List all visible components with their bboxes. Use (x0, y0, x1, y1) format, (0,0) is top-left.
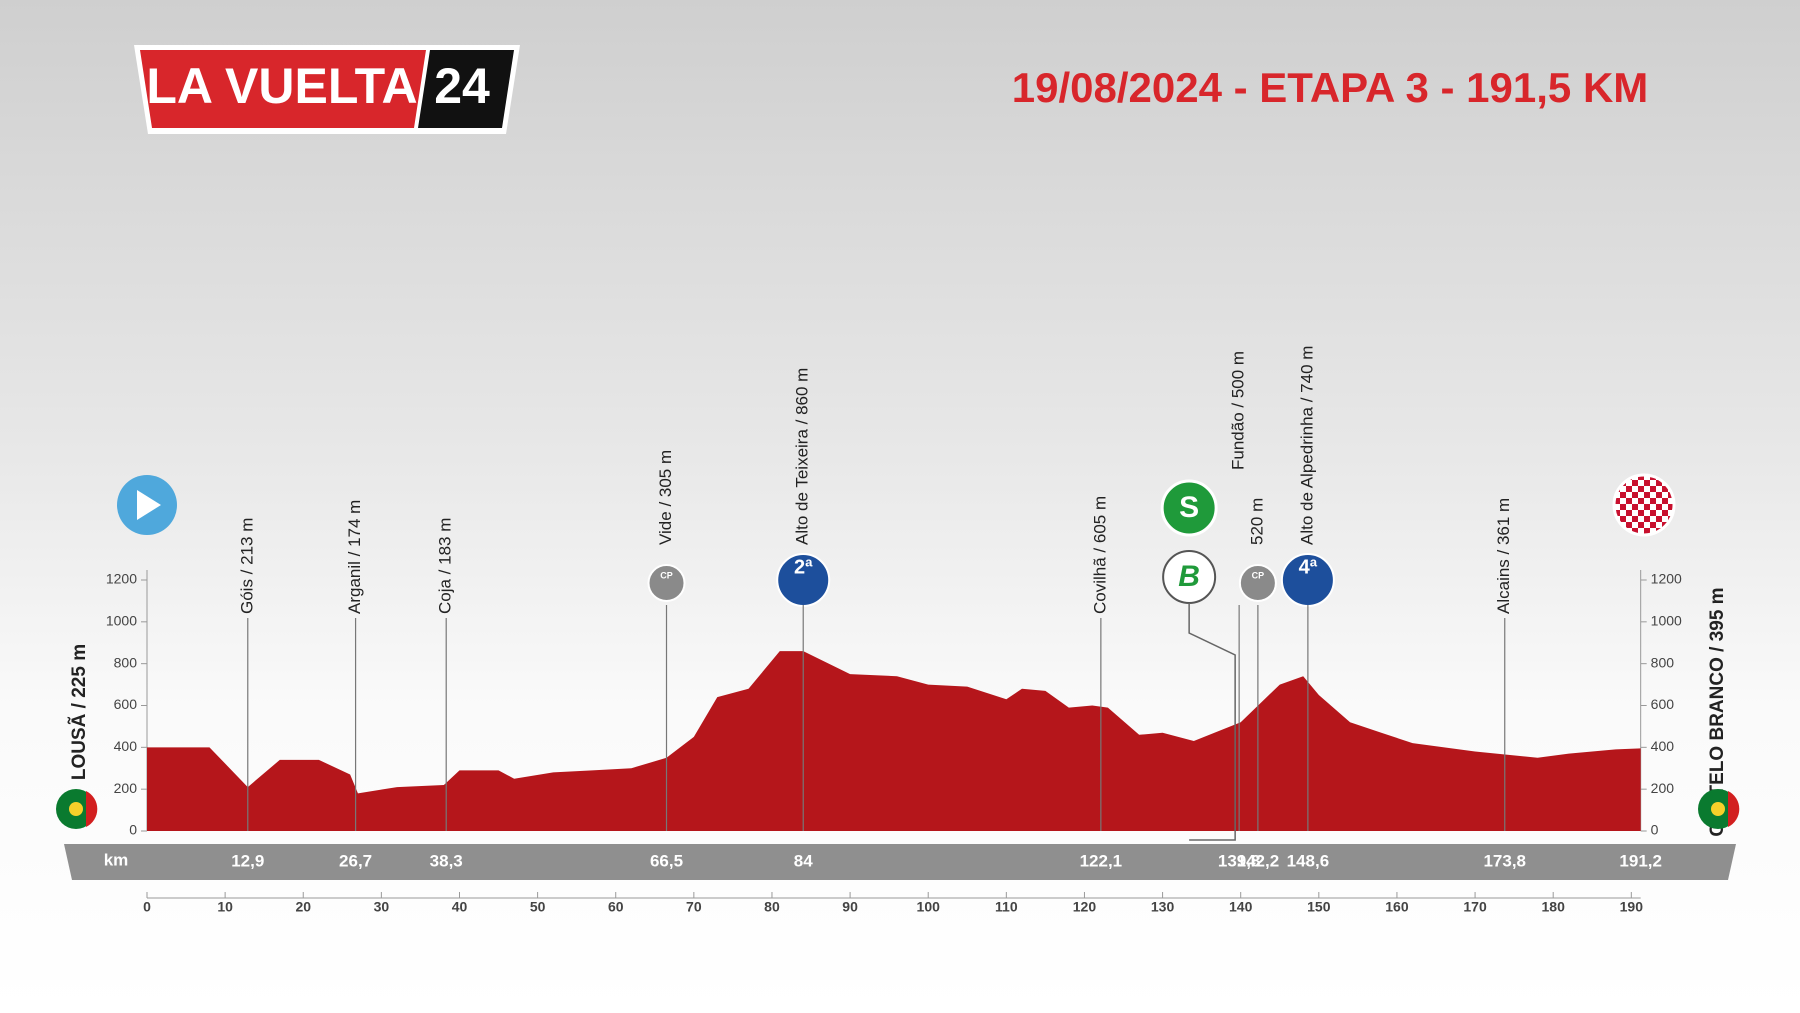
x-tick-label: 50 (530, 899, 546, 915)
x-tick-label: 130 (1151, 899, 1175, 915)
x-tick-label: 100 (917, 899, 941, 915)
km-band (64, 844, 1736, 880)
finish-icon (1612, 473, 1676, 537)
category-badge-text: 4ª (1299, 556, 1318, 578)
y-tick-label: 1000 (1651, 613, 1682, 629)
y-tick-label: 400 (114, 738, 138, 754)
waypoint-label: Arganil / 174 m (345, 500, 364, 614)
y-tick-label: 800 (114, 654, 138, 670)
cp-badge (1238, 564, 1277, 602)
bonus-connector (1188, 603, 1236, 841)
waypoint-label: Coja / 183 m (436, 518, 455, 614)
waypoint-km: 12,9 (231, 851, 264, 870)
cp-badge (647, 564, 686, 602)
x-tick-label: 110 (995, 899, 1018, 915)
logo-text: LA VUELTA (146, 58, 417, 114)
bonus-badge-text: B (1178, 560, 1200, 593)
cp-badge-text: CP (660, 570, 673, 580)
x-tick-label: 80 (764, 899, 780, 915)
y-tick-label: 1000 (106, 613, 137, 629)
waypoint-label: Fundão / 500 m (1229, 351, 1248, 470)
y-tick-label: 600 (1651, 696, 1675, 712)
x-tick-label: 150 (1307, 899, 1331, 915)
start-label: LOUSÃ / 225 m (68, 644, 90, 780)
y-tick-label: 600 (114, 696, 138, 712)
waypoint-km: 26,7 (339, 851, 372, 870)
start-arrow (137, 490, 161, 520)
flag-finish (1698, 789, 1740, 829)
waypoint-label: Góis / 213 m (237, 518, 256, 614)
x-tick-label: 0 (143, 899, 151, 915)
x-tick-label: 20 (295, 899, 311, 915)
logo: LA VUELTA 24 (134, 45, 520, 134)
category-badge-text: 2ª (794, 556, 813, 578)
y-tick-label: 0 (129, 822, 137, 838)
waypoint-km: 38,3 (430, 851, 463, 870)
waypoint-km: 66,5 (650, 851, 683, 870)
y-tick-label: 400 (1651, 738, 1675, 754)
x-tick-label: 60 (608, 899, 624, 915)
x-tick-label: 90 (842, 899, 858, 915)
x-tick-label: 70 (686, 899, 702, 915)
waypoint-label: Vide / 305 m (656, 450, 675, 545)
flag-start (56, 789, 98, 829)
x-tick-label: 170 (1463, 899, 1487, 915)
x-tick-label: 120 (1073, 899, 1097, 915)
y-tick-label: 200 (114, 780, 138, 796)
waypoint-km: 173,8 (1483, 851, 1526, 870)
logo-year: 24 (434, 58, 490, 114)
waypoint-label: Covilhã / 605 m (1090, 496, 1109, 614)
waypoint-km: 142,2 (1237, 851, 1280, 870)
waypoint-label: 520 m (1247, 498, 1266, 545)
y-tick-label: 1200 (106, 571, 137, 587)
x-tick-label: 40 (452, 899, 468, 915)
elevation-area (147, 651, 1641, 831)
x-tick-label: 190 (1620, 899, 1644, 915)
waypoint-km: 122,1 (1080, 851, 1123, 870)
waypoint-km: 139,8 (1218, 851, 1261, 870)
x-tick-label: 180 (1542, 899, 1566, 915)
y-tick-label: 1200 (1651, 571, 1682, 587)
x-tick-label: 160 (1385, 899, 1409, 915)
y-tick-label: 200 (1651, 780, 1675, 796)
y-tick-label: 800 (1651, 654, 1675, 670)
title: 19/08/2024 - ETAPA 3 - 191,5 KM (1012, 64, 1649, 111)
waypoint-label: Alcains / 361 m (1494, 498, 1513, 614)
y-tick-label: 0 (1651, 822, 1659, 838)
finish-label: CASTELO BRANCO / 395 m (1707, 587, 1728, 836)
x-tick-label: 140 (1229, 899, 1253, 915)
x-tick-label: 30 (374, 899, 390, 915)
x-tick-label: 10 (217, 899, 233, 915)
waypoint-km: 148,6 (1287, 851, 1330, 870)
waypoint-km: 191,2 (1619, 851, 1662, 870)
km-label: km (104, 850, 129, 869)
sprint-badge-text: S (1179, 491, 1199, 524)
waypoint-km: 84 (794, 851, 813, 870)
waypoint-label: Alto de Teixeira / 860 m (793, 368, 812, 545)
waypoint-label: Alto de Alpedrinha / 740 m (1297, 346, 1316, 545)
cp-badge-text: CP (1252, 570, 1265, 580)
sprint-badge (1160, 479, 1218, 537)
